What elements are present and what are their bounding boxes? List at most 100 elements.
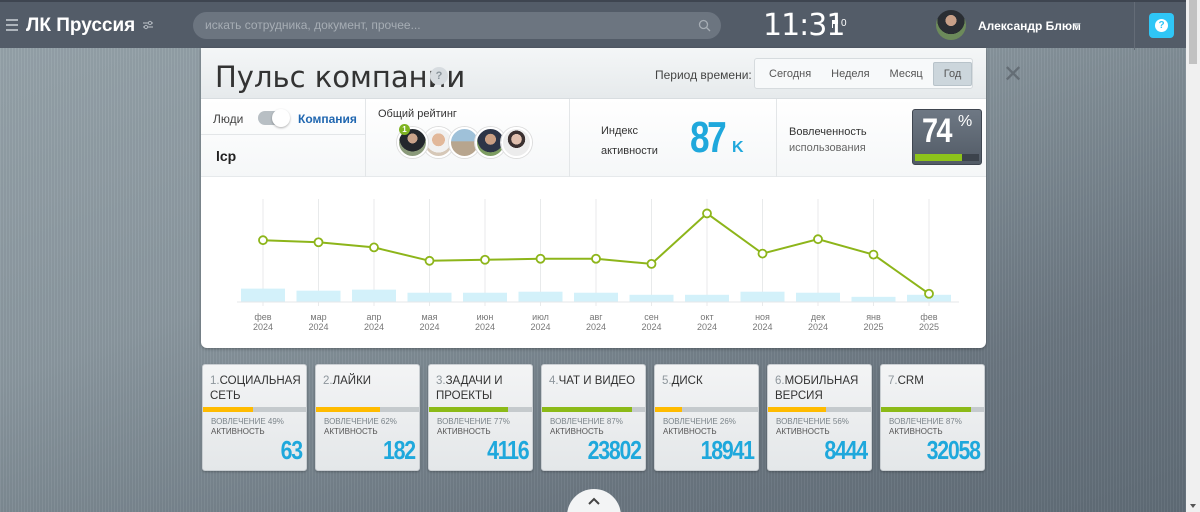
engagement-bar[interactable]: [852, 297, 896, 302]
notifications-flag[interactable]: 0: [832, 18, 847, 29]
x-axis-year: 2024: [364, 322, 384, 332]
close-button[interactable]: ✕: [1003, 60, 1023, 89]
question-icon: ?: [1155, 19, 1168, 32]
module-engagement-bar: [542, 407, 645, 412]
x-axis-month: мар: [310, 312, 326, 322]
data-point[interactable]: [814, 235, 822, 243]
data-point[interactable]: [315, 238, 323, 246]
module-engagement-fill: [203, 407, 253, 412]
search-input[interactable]: [193, 12, 673, 38]
module-card[interactable]: 2.ЛАЙКИВОВЛЕЧЕНИЕ 62%АКТИВНОСТЬ182: [315, 364, 420, 471]
module-name: CRM: [898, 375, 924, 387]
module-engagement-label: ВОВЛЕЧЕНИЕ 56%: [776, 417, 849, 426]
collapse-button[interactable]: [567, 489, 621, 512]
x-axis-month: фев: [920, 312, 937, 322]
engagement-bar[interactable]: [685, 295, 729, 302]
period-today[interactable]: Сегодня: [759, 63, 821, 85]
scope-toggle-row: Люди Компания: [201, 99, 365, 135]
menu-icon[interactable]: [6, 19, 18, 34]
people-company-toggle[interactable]: [258, 111, 288, 125]
data-point[interactable]: [370, 243, 378, 251]
period-year[interactable]: Год: [933, 62, 973, 86]
x-axis-year: 2024: [586, 322, 606, 332]
module-name: ДИСК: [672, 375, 703, 387]
module-engagement-bar: [316, 407, 419, 412]
module-title: 1.СОЦИАЛЬНАЯ СЕТЬ: [210, 374, 306, 404]
x-axis-month: окт: [700, 312, 713, 322]
module-title: 5.ДИСК: [662, 374, 758, 389]
module-activity-label: АКТИВНОСТЬ: [437, 427, 491, 436]
module-card[interactable]: 6.МОБИЛЬНАЯ ВЕРСИЯВОВЛЕЧЕНИЕ 56%АКТИВНОС…: [767, 364, 872, 471]
module-activity-value: 4116: [487, 435, 528, 466]
engagement-value: 74: [922, 112, 951, 151]
data-point[interactable]: [259, 236, 267, 244]
page-scrollbar[interactable]: [1186, 0, 1200, 512]
data-point[interactable]: [703, 209, 711, 217]
engagement-bar[interactable]: [352, 290, 396, 302]
module-engagement-fill: [881, 407, 971, 412]
data-point[interactable]: [481, 256, 489, 264]
activity-index-unit: K: [732, 139, 744, 157]
engagement-bar[interactable]: [741, 292, 785, 302]
avatar[interactable]: [501, 127, 532, 158]
user-name[interactable]: Александр Блюм: [978, 19, 1081, 33]
period-week[interactable]: Неделя: [821, 63, 879, 85]
engagement-bar[interactable]: [241, 289, 285, 302]
engagement-bar[interactable]: [463, 293, 507, 302]
module-activity-label: АКТИВНОСТЬ: [324, 427, 378, 436]
module-card[interactable]: 1.СОЦИАЛЬНАЯ СЕТЬВОВЛЕЧЕНИЕ 49%АКТИВНОСТ…: [202, 364, 307, 471]
module-engagement-fill: [655, 407, 682, 412]
engagement-bar[interactable]: [408, 293, 452, 302]
divider: [1134, 2, 1135, 50]
module-number: 6.: [775, 375, 785, 387]
activity-index-value: 87: [690, 113, 724, 163]
x-axis-year: 2024: [475, 322, 495, 332]
x-axis-month: ноя: [755, 312, 770, 322]
x-axis-month: июн: [477, 312, 494, 322]
help-button[interactable]: ?: [1149, 13, 1174, 38]
data-point[interactable]: [870, 251, 878, 259]
data-point[interactable]: [537, 255, 545, 263]
help-icon[interactable]: ?: [430, 67, 448, 85]
module-card[interactable]: 7.CRMВОВЛЕЧЕНИЕ 87%АКТИВНОСТЬ32058: [880, 364, 985, 471]
data-point[interactable]: [925, 290, 933, 298]
data-point[interactable]: [426, 257, 434, 265]
data-point[interactable]: [648, 260, 656, 268]
module-name: СОЦИАЛЬНАЯ СЕТЬ: [210, 375, 301, 402]
module-card[interactable]: 3.ЗАДАЧИ И ПРОЕКТЫВОВЛЕЧЕНИЕ 77%АКТИВНОС…: [428, 364, 533, 471]
module-number: 2.: [323, 375, 333, 387]
scroll-down-arrow-icon[interactable]: [1190, 504, 1196, 508]
module-card[interactable]: 4.ЧАТ И ВИДЕОВОВЛЕЧЕНИЕ 87%АКТИВНОСТЬ238…: [541, 364, 646, 471]
engagement-bar[interactable]: [297, 291, 341, 302]
module-activity-value: 182: [383, 435, 415, 466]
x-axis-month: дек: [811, 312, 825, 322]
company-pulse-panel: Пульс компании ? Период времени: Сегодня…: [201, 48, 986, 348]
engagement-label-line1: Вовлеченность: [789, 124, 867, 140]
module-title: 4.ЧАТ И ВИДЕО: [549, 374, 645, 389]
module-engagement-fill: [429, 407, 508, 412]
engagement-bar[interactable]: [574, 293, 618, 302]
x-axis-month: мая: [421, 312, 437, 322]
period-month[interactable]: Месяц: [880, 63, 933, 85]
engagement-bar[interactable]: [796, 293, 840, 302]
module-engagement-fill: [316, 407, 380, 412]
module-number: 7.: [888, 375, 898, 387]
chevron-down-icon[interactable]: [1073, 23, 1081, 27]
engagement-bar[interactable]: [519, 292, 563, 302]
engagement-bar[interactable]: [630, 295, 674, 302]
toggle-knob[interactable]: [272, 109, 290, 127]
data-point[interactable]: [759, 250, 767, 258]
app-title[interactable]: ЛК Пруссия: [26, 15, 135, 37]
x-axis-month: янв: [866, 312, 881, 322]
module-card[interactable]: 5.ДИСКВОВЛЕЧЕНИЕ 26%АКТИВНОСТЬ18941: [654, 364, 759, 471]
search-icon[interactable]: [698, 19, 711, 32]
toggle-label-people[interactable]: Люди: [213, 112, 243, 126]
scroll-thumb[interactable]: [1189, 0, 1197, 64]
settings-sliders-icon[interactable]: [142, 19, 154, 31]
user-avatar[interactable]: [936, 10, 966, 40]
module-title: 6.МОБИЛЬНАЯ ВЕРСИЯ: [775, 374, 871, 404]
data-point[interactable]: [592, 255, 600, 263]
x-axis-month: июл: [532, 312, 549, 322]
module-title: 2.ЛАЙКИ: [323, 374, 419, 389]
toggle-label-company[interactable]: Компания: [298, 112, 357, 126]
